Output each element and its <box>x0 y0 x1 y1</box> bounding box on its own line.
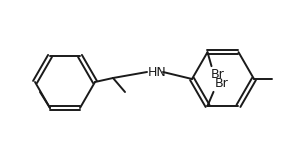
Text: Br: Br <box>215 77 228 90</box>
Text: Br: Br <box>211 68 224 81</box>
Text: HN: HN <box>148 65 167 79</box>
